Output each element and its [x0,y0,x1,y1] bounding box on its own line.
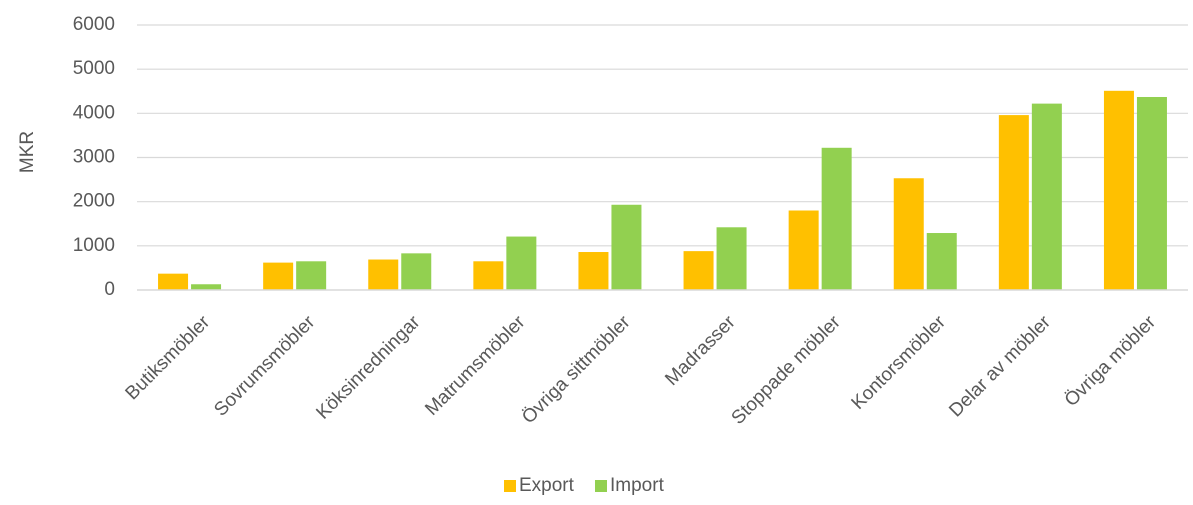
x-category-label: Butiksmöbler [122,311,215,404]
bar-export [788,210,819,290]
x-axis-categories: ButiksmöblerSovrumsmöblerKöksinredningar… [122,311,1161,429]
legend-swatch-export [504,480,516,492]
bar-export [368,259,399,290]
y-tick-label: 2000 [73,191,115,212]
bar-export [473,261,504,290]
legend: Export Import [504,475,665,496]
y-axis-ticks: 0 1000 2000 3000 4000 5000 6000 [73,14,115,300]
gridlines [137,24,1188,247]
bar-import [1031,103,1062,290]
bar-import [401,253,432,290]
bar-import [716,227,747,290]
bar-export [683,251,714,290]
y-tick-label: 3000 [73,147,115,168]
y-tick-label: 6000 [73,14,115,35]
bar-export [263,262,294,290]
x-category-label: Sovrumsmöbler [210,311,319,420]
bar-export [893,178,924,290]
x-category-label: Matrumsmöbler [421,311,530,420]
y-tick-label: 0 [104,279,115,300]
y-tick-label: 5000 [73,58,115,79]
legend-label-export: Export [519,475,575,496]
x-category-label: Övriga möbler [1061,311,1161,411]
bar-import [611,204,642,290]
bar-import [296,261,327,290]
bar-import [506,236,537,290]
x-category-label: Stoppade möbler [728,311,846,429]
y-tick-label: 4000 [73,102,115,123]
x-category-label: Madrasser [661,311,740,390]
x-category-label: Delar av möbler [945,311,1055,421]
bar-import [191,284,222,290]
legend-swatch-import [595,480,607,492]
bar-import [821,147,852,290]
x-category-label: Köksinredningar [312,311,424,423]
bar-import [926,233,957,290]
y-tick-label: 1000 [73,235,115,256]
x-category-label: Övriga sittmöbler [518,311,635,428]
bar-export [998,115,1029,290]
bar-import [1136,96,1167,290]
legend-label-import: Import [610,475,665,496]
bars [158,90,1167,290]
bar-export [578,252,609,290]
bar-export [1103,90,1134,290]
y-axis-title: MKR [17,131,38,173]
x-category-label: Kontorsmöbler [848,311,951,414]
bar-export [158,273,189,290]
